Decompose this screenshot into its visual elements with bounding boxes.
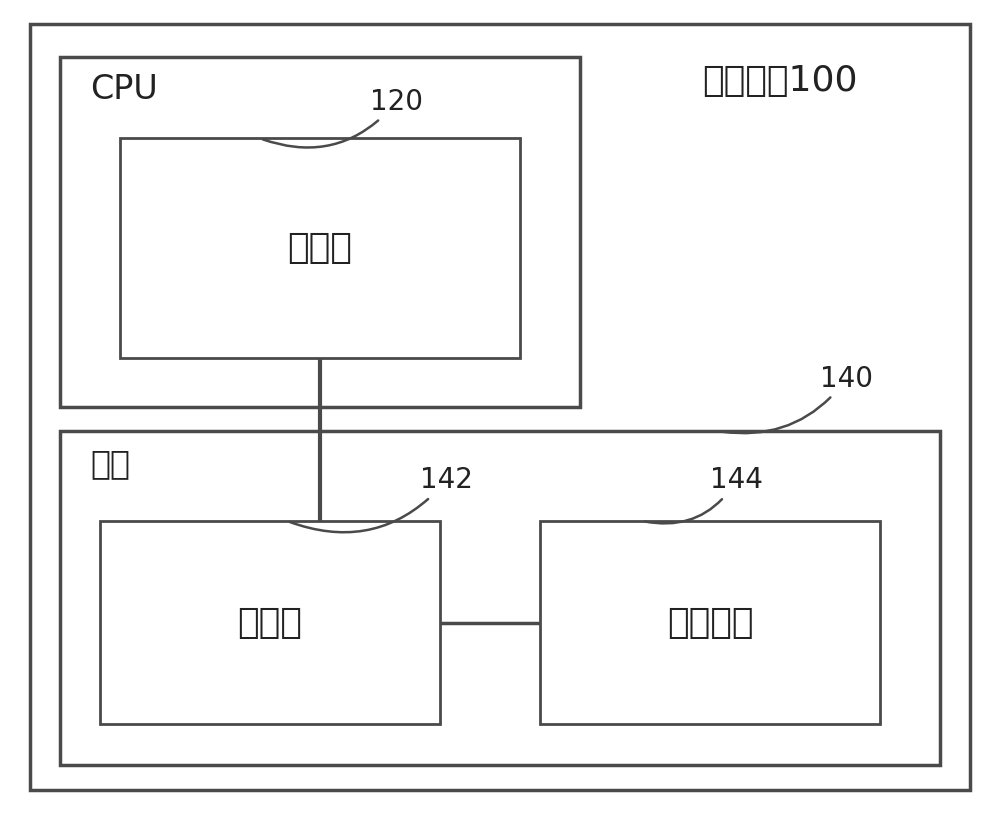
Bar	[540, 521, 880, 724]
Bar	[120, 138, 520, 358]
Bar	[60, 431, 940, 765]
Text: 142: 142	[290, 466, 473, 532]
Text: 闪存: 闪存	[90, 448, 130, 480]
Text: CPU: CPU	[90, 73, 158, 106]
Text: 电子设备100: 电子设备100	[702, 64, 858, 98]
Bar	[100, 521, 440, 724]
Text: 140: 140	[723, 365, 873, 433]
Text: 144: 144	[645, 466, 763, 523]
Text: 主机端: 主机端	[288, 231, 352, 265]
Text: 存储介质: 存储介质	[667, 606, 753, 640]
Text: 控制器: 控制器	[238, 606, 302, 640]
Text: 120: 120	[263, 88, 423, 147]
Bar	[60, 57, 580, 407]
